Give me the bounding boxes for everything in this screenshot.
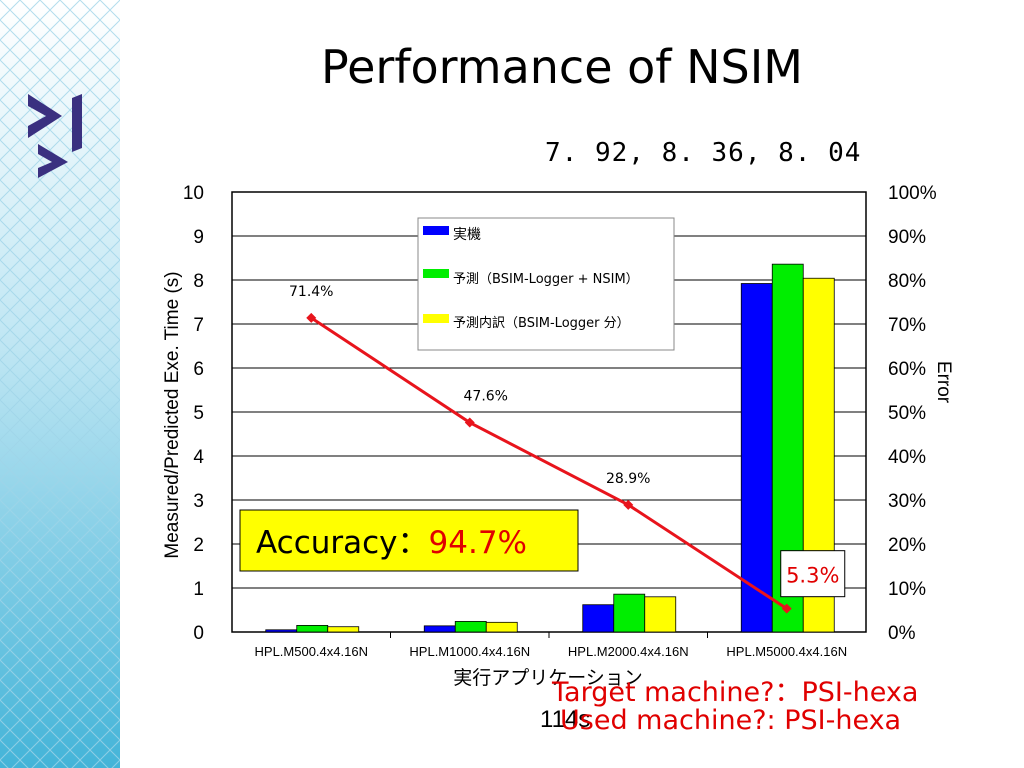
- y-tick-label: 3: [193, 491, 204, 512]
- legend-label-breakdown-text: 予測内訳（BSIM-Logger 分）: [453, 315, 630, 331]
- psi-logo-icon: [28, 94, 82, 178]
- page-title: Performance of NSIM: [321, 40, 803, 94]
- legend-label-actual: 実機: [453, 227, 481, 243]
- legend-label-predicted: 予測（BSIM-Logger + NSIM）: [453, 272, 639, 287]
- used-machine-text: Used machine?: PSI-hexa: [560, 705, 902, 736]
- chart-legend: 実機 予測（BSIM-Logger + NSIM） 予測内訳（BSIM-Logg…: [417, 217, 675, 351]
- y2-tick-label: 20%: [888, 535, 926, 556]
- bar-breakdown: [327, 626, 360, 633]
- error-label: 47.6%: [464, 389, 508, 405]
- y2-tick-label: 30%: [888, 491, 926, 512]
- legend-swatch-breakdown: [423, 314, 449, 323]
- svg-text:Accuracy：94.7%: Accuracy：94.7%: [256, 525, 527, 561]
- y2-tick-label: 60%: [888, 359, 926, 380]
- error-marker: [623, 499, 634, 510]
- sidebar-pattern: [0, 0, 120, 768]
- y-tick-label: 10: [183, 183, 204, 204]
- legend-label-predicted-text: 予測（BSIM-Logger + NSIM）: [453, 272, 639, 287]
- y2-tick-label: 90%: [888, 227, 926, 248]
- x-tick-label: HPL.M2000.4x4.16N: [568, 644, 689, 659]
- y2-tick-label: 50%: [888, 403, 926, 424]
- error-marker: [464, 417, 475, 428]
- y2-tick-label: 10%: [888, 579, 926, 600]
- x-tick-label: HPL.M1000.4x4.16N: [409, 644, 530, 659]
- y-tick-label: 1: [193, 579, 204, 600]
- bar-actual: [582, 604, 615, 633]
- error-label-box: [780, 550, 846, 598]
- bar-predicted: [296, 625, 329, 633]
- y-tick-label: 5: [193, 403, 204, 424]
- y2-tick-label: 80%: [888, 271, 926, 292]
- x-axis-title: 実行アプリケーション: [453, 667, 643, 689]
- error-line: [310, 316, 788, 610]
- measured-values-text: 7. 92, 8. 36, 8. 04: [545, 138, 862, 168]
- legend-label-breakdown: 予測内訳（BSIM-Logger 分）: [453, 315, 630, 331]
- y-tick-label: 2: [193, 535, 204, 556]
- error-label: 5.3%: [786, 564, 839, 588]
- target-machine-text: Target machine?：PSI-hexa: [552, 677, 919, 708]
- bar-actual: [265, 629, 298, 633]
- accuracy-value: 94.7%: [429, 525, 527, 561]
- bar-actual: [423, 625, 456, 633]
- bar-breakdown: [485, 621, 518, 633]
- y-tick-label: 4: [193, 447, 204, 468]
- accuracy-callout: Accuracy：94.7%: [239, 509, 579, 572]
- legend-swatch-predicted: [423, 269, 449, 278]
- error-label: 71.4%: [289, 284, 333, 300]
- bar-actual: [740, 283, 773, 633]
- x-tick-label: HPL.M500.4x4.16N: [255, 644, 368, 659]
- x-tick-label: HPL.M5000.4x4.16N: [726, 644, 847, 659]
- y-tick-label: 7: [193, 315, 204, 336]
- y-axis-title: Measured/Predicted Exe. Time (s): [162, 271, 183, 558]
- error-label: 28.9%: [606, 471, 650, 487]
- y2-tick-label: 100%: [888, 183, 937, 204]
- bar-predicted: [454, 621, 487, 633]
- y2-tick-label: 0%: [888, 623, 916, 644]
- y2-tick-label: 70%: [888, 315, 926, 336]
- accuracy-label: Accuracy：: [256, 525, 429, 561]
- bar-predicted: [613, 593, 646, 633]
- legend-swatch-actual: [423, 226, 449, 235]
- error-marker: [306, 312, 317, 323]
- y2-axis-title: Error: [933, 361, 954, 404]
- y-tick-label: 0: [193, 623, 204, 644]
- bar-breakdown: [644, 596, 677, 633]
- measured-time-text: 114s: [540, 706, 591, 733]
- y-tick-label: 9: [193, 227, 204, 248]
- y-tick-label: 8: [193, 271, 204, 292]
- y2-tick-label: 40%: [888, 447, 926, 468]
- y-tick-label: 6: [193, 359, 204, 380]
- error-marker: [781, 603, 792, 614]
